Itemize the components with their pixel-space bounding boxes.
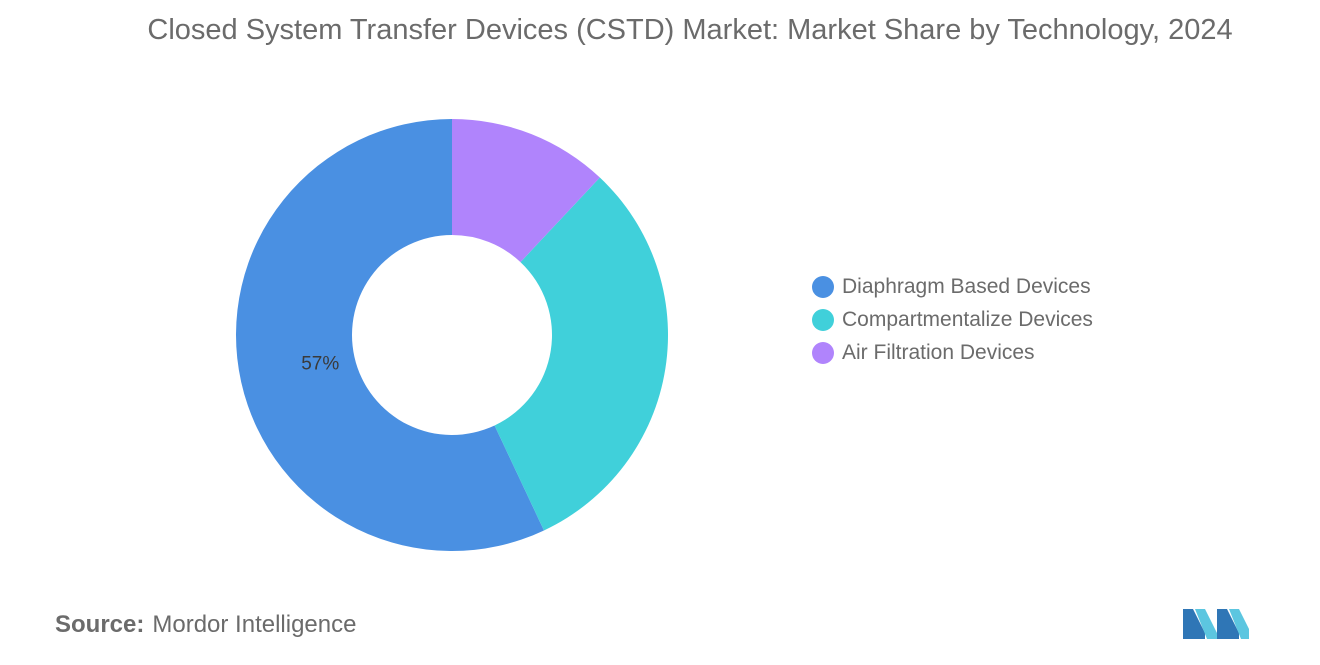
donut-data-labels: 57% [301, 353, 339, 374]
donut-slice-diaphragm-based-devices [235, 119, 544, 551]
chart-title: Closed System Transfer Devices (CSTD) Ma… [147, 14, 1233, 46]
donut-slices [235, 119, 668, 551]
legend-label: Compartmentalize Devices [842, 307, 1093, 331]
source-note: Source: Mordor Intelligence [55, 611, 356, 639]
data-label-0: 57% [301, 353, 339, 374]
donut-slice-compartmentalize-devices [494, 177, 668, 531]
mordor-intelligence-logo-icon [1183, 609, 1249, 639]
donut-slice-air-filtration-devices [452, 119, 600, 263]
chart-legend: Diaphragm Based Devices Compartmentalize … [812, 270, 1093, 369]
legend-label: Air Filtration Devices [842, 340, 1035, 364]
legend-item: Air Filtration Devices [812, 336, 1093, 369]
legend-swatch [812, 275, 834, 298]
legend-label: Diaphragm Based Devices [842, 274, 1091, 298]
donut-chart: 57% [235, 119, 668, 551]
source-value: Mordor Intelligence [152, 611, 357, 638]
source-label: Source: [55, 611, 145, 638]
legend-item: Diaphragm Based Devices [812, 270, 1093, 303]
legend-swatch [812, 341, 834, 364]
legend-swatch [812, 308, 834, 331]
legend-item: Compartmentalize Devices [812, 303, 1093, 336]
